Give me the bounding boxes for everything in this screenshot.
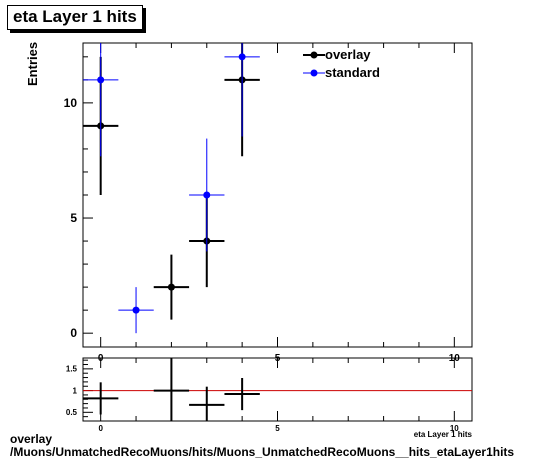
footer-path: /Muons/UnmatchedRecoMuons/hits/Muons_Unm…	[10, 445, 515, 459]
standard-point	[203, 191, 211, 199]
ratio-plot-frame: 0 5 10 0.5 1 1.5	[66, 357, 473, 433]
ratio-y-tick-label: 1.5	[66, 365, 78, 374]
main-y-tick-label: 5	[70, 211, 77, 225]
ratio-y-tick-label: 0.5	[66, 408, 78, 417]
main-frame-border	[82, 42, 473, 348]
standard-point	[97, 76, 105, 84]
ratio-y-tick-label: 1	[73, 386, 78, 395]
main-plot-marks: overlay standard	[83, 43, 380, 334]
main-y-tick-label: 0	[70, 326, 77, 340]
legend-marker-standard	[310, 69, 318, 77]
legend-label-overlay: overlay	[325, 47, 371, 62]
y-axis-label: Entries	[25, 42, 40, 86]
legend-marker-overlay	[310, 51, 318, 59]
chart-title: eta Layer 1 hits	[7, 5, 143, 30]
ratio-plot-marks	[83, 358, 472, 421]
standard-point	[238, 53, 246, 61]
legend-label-standard: standard	[325, 65, 380, 80]
footer-label: overlay	[10, 432, 53, 446]
standard-point	[132, 306, 140, 314]
x-axis-label: eta Layer 1 hits	[414, 430, 473, 439]
main-plot-frame: 05100510	[64, 42, 473, 364]
main-y-tick-label: 10	[64, 96, 78, 110]
ratio-x-tick-label: 10	[450, 424, 459, 433]
overlay-point	[167, 283, 175, 291]
ratio-x-tick-label: 5	[275, 424, 280, 433]
ratio-x-tick-label: 0	[98, 424, 103, 433]
